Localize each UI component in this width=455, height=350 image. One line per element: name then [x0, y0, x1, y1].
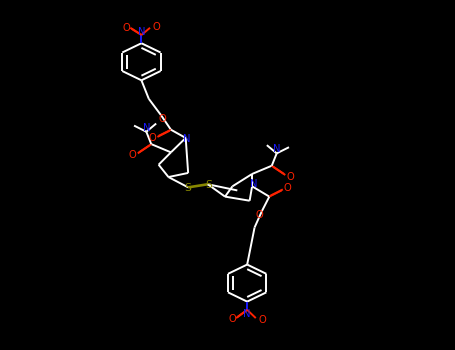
Text: O: O [258, 315, 266, 325]
Text: N: N [243, 309, 251, 319]
Text: O: O [158, 114, 166, 124]
Text: O: O [286, 172, 294, 182]
Text: N: N [142, 122, 150, 133]
Text: N: N [138, 27, 145, 37]
Text: O: O [149, 133, 157, 143]
Text: O: O [152, 22, 160, 32]
Text: S: S [206, 180, 212, 190]
Text: O: O [228, 314, 236, 324]
Text: O: O [123, 23, 131, 33]
Text: N: N [250, 179, 257, 189]
Text: N: N [183, 134, 191, 144]
Text: O: O [284, 183, 292, 194]
Text: N: N [273, 144, 280, 154]
Text: S: S [185, 183, 192, 194]
Text: O: O [256, 210, 263, 220]
Text: O: O [129, 150, 136, 160]
